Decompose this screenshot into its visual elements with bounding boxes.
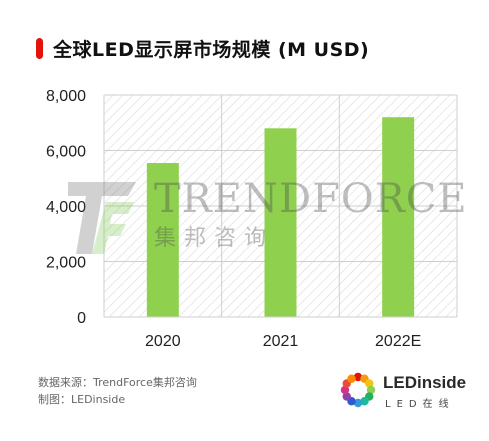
source-note: 数据来源：TrendForce集邦咨询 — [38, 376, 197, 389]
ring-dot — [347, 374, 356, 383]
ring-dot — [366, 385, 376, 395]
x-tick-label: 2022E — [375, 333, 421, 350]
y-tick-label: 0 — [77, 310, 86, 327]
y-tick-label: 4,000 — [46, 199, 86, 216]
bar-2020 — [146, 162, 179, 317]
ring-dot — [353, 398, 363, 408]
ledinside-logo: LEDinside LED在线 — [339, 371, 469, 415]
ledinside-ring-icon — [340, 372, 376, 408]
x-axis: 2020 2021 2022E — [104, 316, 457, 350]
bar-2021 — [264, 128, 297, 317]
title-marker — [36, 37, 43, 59]
chart-title: 全球LED显示屏市场规模 (M USD) — [53, 38, 370, 61]
logo-name: LEDinside — [383, 373, 467, 392]
y-tick-label: 8,000 — [46, 88, 86, 105]
ring-dot — [360, 397, 369, 406]
footer: 数据来源：TrendForce集邦咨询 制图：LEDinside — [38, 374, 197, 408]
bar-2022E — [382, 117, 415, 317]
logo-subtitle: LED在线 — [385, 399, 455, 410]
y-tick-label: 2,000 — [46, 255, 86, 272]
title-row: 全球LED显示屏市场规模 (M USD) — [36, 34, 369, 62]
ring-center — [353, 385, 363, 395]
y-axis: 0 2,000 4,000 6,000 8,000 — [46, 88, 86, 327]
x-tick-label: 2021 — [263, 333, 299, 350]
credit-note: 制图：LEDinside — [38, 393, 126, 406]
ring-dot — [365, 379, 374, 388]
ring-dot — [353, 372, 363, 382]
bars — [146, 117, 415, 317]
x-tick-label: 2020 — [145, 333, 181, 350]
ring-dot — [342, 392, 351, 401]
bar-chart: 0 2,000 4,000 6,000 8,000 2020 2021 2022E — [46, 88, 458, 350]
y-tick-label: 6,000 — [46, 144, 86, 161]
ring-dot — [340, 385, 350, 395]
